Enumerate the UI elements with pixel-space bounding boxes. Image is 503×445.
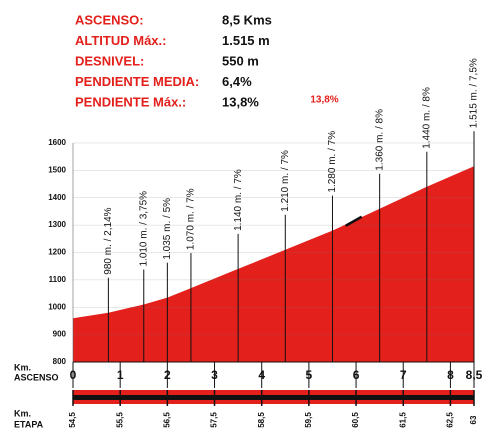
y-tick-label: 1200 [48, 248, 66, 257]
marker-label: 980 m. / 2,14% [103, 207, 114, 274]
x-tick-label: 0 [70, 368, 77, 382]
x-axis-label: Km. [14, 362, 31, 372]
info-value: 550 m [222, 53, 259, 68]
strip-band [73, 395, 474, 400]
y-tick-label: 1500 [48, 165, 66, 174]
x-axis-label: ASCENSO [14, 372, 59, 382]
info-value: 8,5 Kms [222, 12, 272, 27]
marker-label: 1.360 m. / 8% [374, 109, 385, 171]
info-label: PENDIENTE MEDIA: [75, 74, 199, 89]
marker-label: 1.035 m. / 5% [162, 198, 173, 260]
plot: 800 900 1000 1100 1200 1300 1400 1500 1600 980 m.… [14, 58, 483, 429]
marker-label: 1.070 m. / 7% [186, 188, 197, 250]
x-tick-label: 8,5 [466, 368, 483, 382]
x2-tick-label: 63 [469, 415, 478, 424]
info-block: ASCENSO: 8,5 Kms ALTITUD Máx.: 1.515 m DESNI… [75, 12, 272, 109]
x2-tick-label: 58,5 [257, 412, 266, 428]
info-label: PENDIENTE Máx.: [75, 94, 186, 109]
x2-tick-label: 56,5 [162, 412, 171, 428]
marker-label: 1.280 m. / 7% [327, 131, 338, 193]
x-tick-label: 7 [400, 368, 407, 382]
info-label: ALTITUD Máx.: [75, 33, 166, 48]
marker-label: 1.010 m. / 3,75% [138, 191, 149, 267]
y-tick-label: 1600 [48, 138, 66, 147]
y-tick-label: 1100 [49, 275, 67, 284]
x2-tick-label: 55,5 [115, 412, 124, 428]
x2-tick-label: 54,5 [68, 412, 77, 428]
x2-tick-label: 62,5 [446, 412, 455, 428]
x2-tick-label: 59,5 [304, 412, 313, 428]
marker-label: 1.140 m. / 7% [233, 169, 244, 231]
x-tick-label: 4 [258, 368, 265, 382]
y-tick-label: 900 [53, 330, 67, 339]
x-tick-label: 1 [117, 368, 124, 382]
y-tick-label: 1000 [48, 302, 66, 311]
y-tick-label: 1300 [48, 220, 66, 229]
profile-area [73, 166, 474, 362]
info-label: ASCENSO: [75, 12, 144, 27]
info-value: 13,8% [222, 94, 259, 109]
marker-label: 1.515 m. / 7,5% [469, 58, 480, 128]
x2-axis-label: ETAPA [14, 419, 44, 429]
marker-label: 1.440 m. / 8% [421, 87, 432, 149]
info-value: 1.515 m [222, 33, 270, 48]
x-tick-label: 5 [306, 368, 313, 382]
x-tick-label: 6 [353, 368, 360, 382]
x-tick-label: 2 [164, 368, 171, 382]
info-value: 6,4% [222, 74, 252, 89]
info-label: DESNIVEL: [75, 53, 144, 68]
x2-tick-label: 57,5 [210, 412, 219, 428]
x2-tick-label: 61,5 [398, 412, 407, 428]
x-tick-label: 8 [447, 368, 454, 382]
x2-tick-label: 60,5 [351, 412, 360, 428]
y-tick-label: 800 [53, 357, 67, 366]
x-tick-label: 3 [211, 368, 218, 382]
y-tick-label: 1400 [48, 193, 66, 202]
max-gradient-mark [345, 215, 363, 227]
max-gradient-label: 13,8% [310, 95, 338, 106]
marker-label: 1.210 m. / 7% [280, 150, 291, 212]
x2-axis-label: Km. [14, 408, 31, 418]
